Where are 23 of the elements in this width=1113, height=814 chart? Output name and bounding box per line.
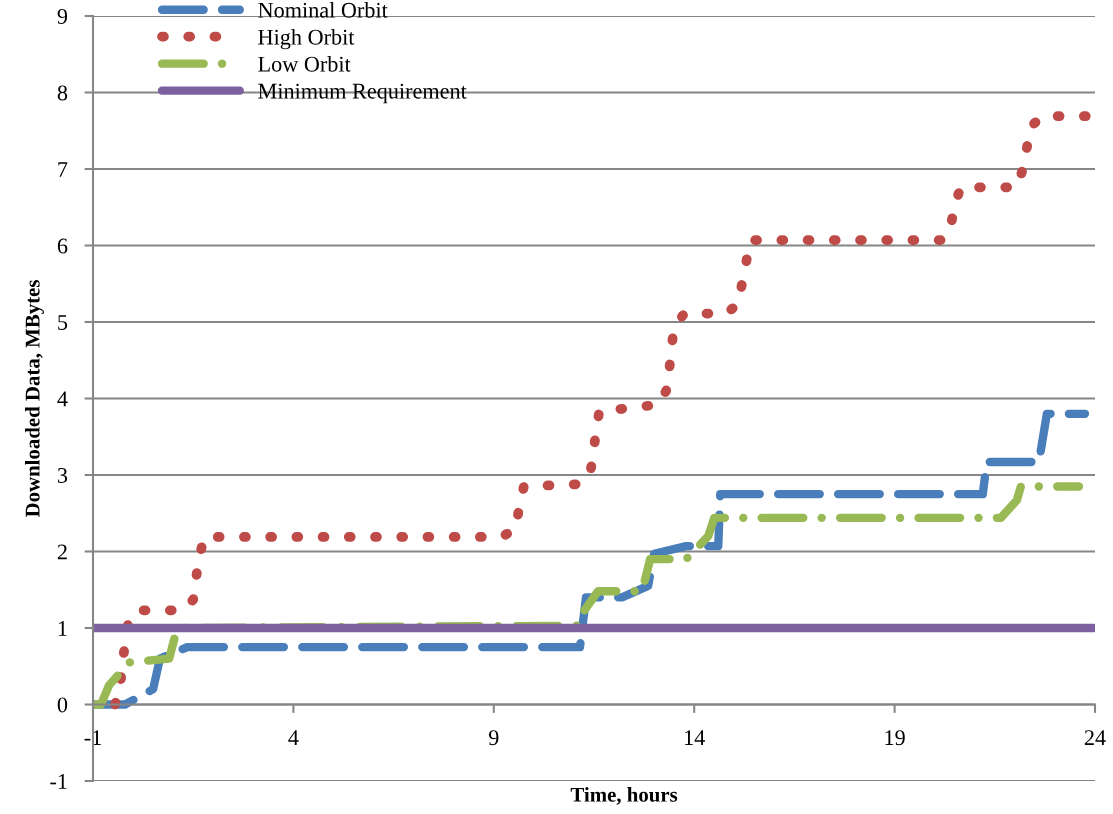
x-tick-label: 24 xyxy=(1084,730,1106,745)
x-tick-label: 14 xyxy=(685,730,705,745)
x-tick-label: 19 xyxy=(885,730,905,746)
x-tick-label: 4 xyxy=(288,730,299,745)
x-axis-title: Time, hours xyxy=(570,787,678,805)
y-tick-label: 1 xyxy=(58,621,67,636)
y-tick-label: 4 xyxy=(57,391,68,407)
y-tick-label: 8 xyxy=(57,85,68,101)
x-tick-label: -1 xyxy=(84,730,101,745)
y-tick-label: 6 xyxy=(57,238,68,254)
x-tick-label: 9 xyxy=(488,730,499,746)
y-tick-label: 9 xyxy=(57,8,68,24)
y-tick-label: 0 xyxy=(57,697,68,713)
y-tick-label: 2 xyxy=(57,544,67,560)
y-tick-label: 5 xyxy=(58,315,68,330)
y-tick-label: 3 xyxy=(57,467,68,483)
legend-label: Low Orbit xyxy=(258,56,351,72)
legend-label: High Orbit xyxy=(258,29,355,50)
y-axis-title: Downloaded Data, MBytes xyxy=(24,280,44,518)
y-tick-label: 7 xyxy=(58,162,68,177)
y-tick-label: -1 xyxy=(50,774,67,789)
legend-label: Minimum Requirement xyxy=(258,83,467,104)
legend-label: Nominal Orbit xyxy=(258,2,388,18)
